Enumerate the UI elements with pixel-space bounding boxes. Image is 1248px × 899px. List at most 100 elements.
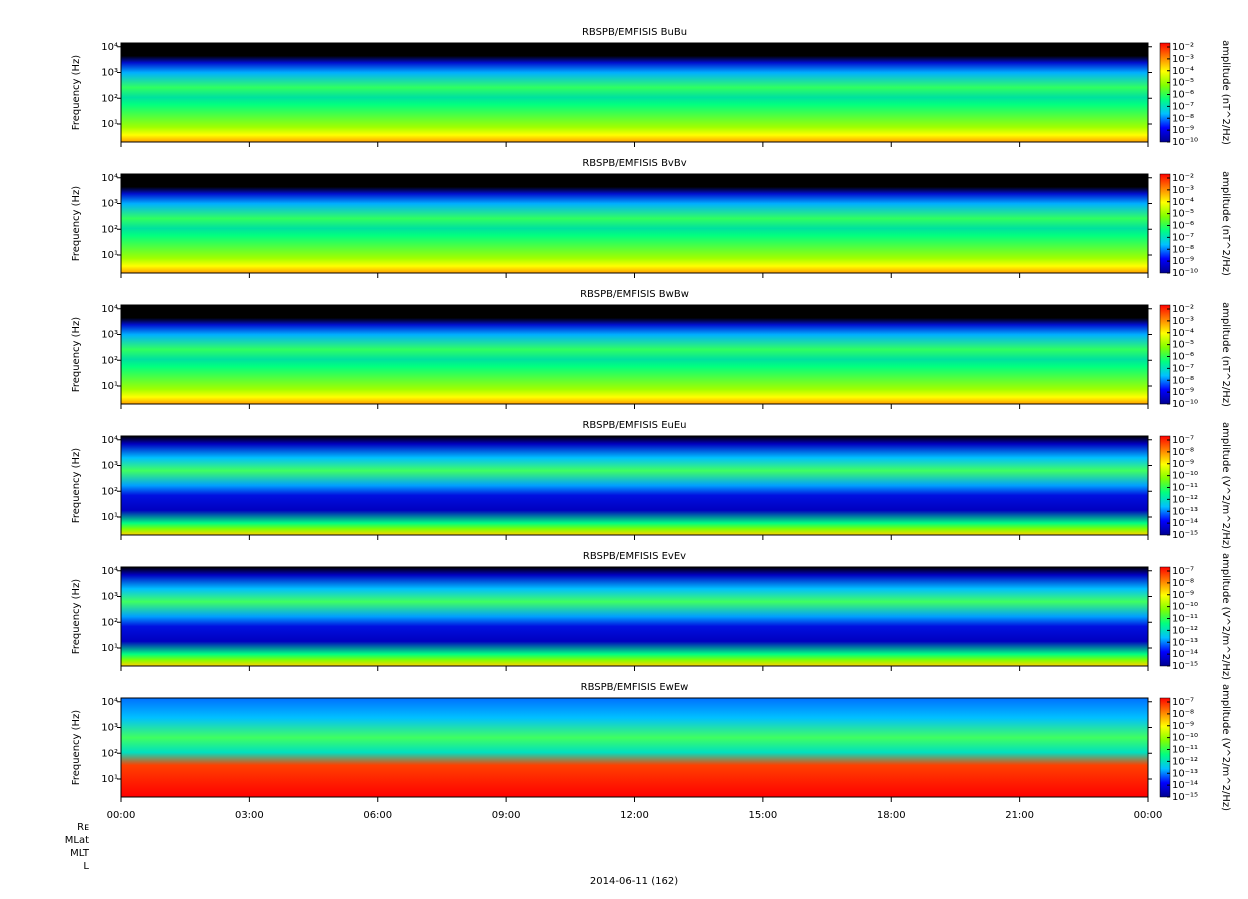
colorbar-tick-label: 10⁻⁴: [1172, 66, 1194, 77]
colorbar-tick-label: 10⁻⁸: [1172, 113, 1194, 124]
colorbar-tick-label: 10⁻⁷: [1172, 363, 1194, 374]
y-tick-label: 10²: [101, 748, 118, 759]
y-tick-label: 10³: [101, 461, 118, 472]
colorbar-tick-label: 10⁻¹³: [1172, 506, 1198, 517]
y-tick-label: 10¹: [101, 250, 118, 261]
x-label: 2014-06-11 (162): [590, 876, 678, 887]
y-tick-label: 10¹: [101, 643, 118, 654]
colorbar-tick-label: 10⁻²: [1172, 173, 1194, 184]
x-tick-label: 12:00: [620, 810, 649, 821]
colorbar-label-group: amplitude (V^2/m^2/Hz): [1220, 422, 1231, 549]
colorbar-tick-label: 10⁻¹³: [1172, 637, 1198, 648]
y-tick-label: 10²: [101, 93, 118, 104]
colorbar-tick-label: 10⁻¹⁴: [1172, 518, 1198, 529]
ephemeris-label: Rᴇ: [77, 822, 89, 833]
x-tick-label: 21:00: [1005, 810, 1034, 821]
colorbar-tick-label: 10⁻¹⁴: [1172, 649, 1198, 660]
y-tick-label: 10³: [101, 68, 118, 79]
colorbar-tick-label: 10⁻¹⁵: [1172, 661, 1198, 672]
colorbar-tick-label: 10⁻³: [1172, 316, 1194, 327]
spectrogram-image: [121, 436, 1148, 535]
colorbar-tick-label: 10⁻¹⁰: [1172, 137, 1198, 148]
y-axis-label: Frequency (Hz): [71, 55, 82, 131]
colorbar-tick-label: 10⁻⁸: [1172, 709, 1194, 720]
colorbar-tick-label: 10⁻¹⁰: [1172, 268, 1198, 279]
x-tick-label: 15:00: [748, 810, 777, 821]
colorbar-tick-label: 10⁻¹⁰: [1172, 399, 1198, 410]
y-tick-label: 10²: [101, 486, 118, 497]
colorbar: [1159, 42, 1171, 143]
x-tick-label: 06:00: [363, 810, 392, 821]
y-tick-label: 10³: [101, 330, 118, 341]
y-tick-label: 10⁴: [101, 697, 118, 708]
panel-title: RBSPB/EMFISIS BuBu: [582, 27, 687, 38]
spectrogram-image: [121, 698, 1148, 797]
colorbar-tick-label: 10⁻¹⁰: [1172, 471, 1198, 482]
y-tick-label: 10⁴: [101, 566, 118, 577]
colorbar: [1159, 435, 1171, 536]
y-tick-label: 10²: [101, 224, 118, 235]
spectrogram-image: [121, 305, 1148, 404]
colorbar-label: amplitude (V^2/m^2/Hz): [1220, 422, 1231, 549]
colorbar-tick-label: 10⁻¹¹: [1172, 614, 1198, 625]
colorbar-tick-label: 10⁻¹⁰: [1172, 602, 1198, 613]
colorbar-tick-label: 10⁻¹⁴: [1172, 780, 1198, 791]
colorbar-tick-label: 10⁻⁷: [1172, 435, 1194, 446]
colorbar-label: amplitude (V^2/m^2/Hz): [1220, 553, 1231, 680]
colorbar-tick-label: 10⁻³: [1172, 54, 1194, 65]
colorbar-tick-label: 10⁻⁷: [1172, 697, 1194, 708]
y-tick-label: 10²: [101, 617, 118, 628]
footer: 2014-06-11 (162) Rᴇ MLat MLT L: [65, 822, 678, 887]
y-tick-label: 10²: [101, 355, 118, 366]
colorbar-label-group: amplitude (nT^2/Hz): [1220, 40, 1231, 145]
colorbar-tick-label: 10⁻⁸: [1172, 447, 1194, 458]
colorbar-tick-label: 10⁻⁸: [1172, 244, 1194, 255]
colorbar-label: amplitude (nT^2/Hz): [1220, 171, 1231, 276]
colorbar-tick-label: 10⁻¹²: [1172, 756, 1198, 767]
colorbar-tick-label: 10⁻⁵: [1172, 340, 1194, 351]
y-tick-label: 10¹: [101, 381, 118, 392]
y-axis-label: Frequency (Hz): [71, 317, 82, 393]
y-axis-label: Frequency (Hz): [71, 448, 82, 524]
y-tick-label: 10³: [101, 199, 118, 210]
colorbar-tick-label: 10⁻²: [1172, 42, 1194, 53]
panel-title: RBSPB/EMFISIS BvBv: [582, 158, 686, 169]
colorbar-tick-label: 10⁻⁹: [1172, 256, 1194, 267]
colorbar-label: amplitude (nT^2/Hz): [1220, 40, 1231, 145]
colorbar-tick-label: 10⁻¹¹: [1172, 483, 1198, 494]
x-tick-label: 18:00: [877, 810, 906, 821]
colorbar-tick-label: 10⁻⁶: [1172, 221, 1194, 232]
panels: RBSPB/EMFISIS BuBu Frequency (Hz) 10¹ 10² 10…: [71, 27, 1231, 821]
y-axis-label: Frequency (Hz): [71, 710, 82, 786]
y-axis-label: Frequency (Hz): [71, 186, 82, 262]
colorbar-label-group: amplitude (nT^2/Hz): [1220, 302, 1231, 407]
colorbar-tick-label: 10⁻³: [1172, 185, 1194, 196]
colorbar: [1159, 304, 1171, 405]
colorbar-tick-label: 10⁻¹³: [1172, 768, 1198, 779]
colorbar-tick-label: 10⁻⁹: [1172, 125, 1194, 136]
panel-title: RBSPB/EMFISIS EvEv: [583, 551, 686, 562]
ephemeris-label: MLat: [65, 835, 89, 846]
colorbar-tick-label: 10⁻⁶: [1172, 352, 1194, 363]
x-tick-label: 00:00: [1134, 810, 1163, 821]
ephemeris-label: MLT: [70, 848, 90, 859]
y-tick-label: 10⁴: [101, 173, 118, 184]
colorbar-tick-label: 10⁻¹⁵: [1172, 792, 1198, 803]
colorbar-tick-label: 10⁻⁶: [1172, 90, 1194, 101]
colorbar-tick-label: 10⁻⁹: [1172, 721, 1194, 732]
colorbar-label: amplitude (nT^2/Hz): [1220, 302, 1231, 407]
colorbar-tick-label: 10⁻⁵: [1172, 209, 1194, 220]
colorbar-tick-label: 10⁻⁷: [1172, 101, 1194, 112]
colorbar-label: amplitude (V^2/m^2/Hz): [1220, 684, 1231, 811]
colorbar-tick-label: 10⁻¹²: [1172, 494, 1198, 505]
colorbar-tick-label: 10⁻¹²: [1172, 625, 1198, 636]
colorbar-tick-label: 10⁻⁸: [1172, 578, 1194, 589]
panel-title: RBSPB/EMFISIS BwBw: [580, 289, 689, 300]
y-tick-label: 10⁴: [101, 304, 118, 315]
colorbar-tick-label: 10⁻¹⁵: [1172, 530, 1198, 541]
colorbar-tick-label: 10⁻¹¹: [1172, 745, 1198, 756]
colorbar-tick-label: 10⁻⁴: [1172, 328, 1194, 339]
colorbar-tick-label: 10⁻⁷: [1172, 566, 1194, 577]
spectrogram-image: [121, 174, 1148, 273]
